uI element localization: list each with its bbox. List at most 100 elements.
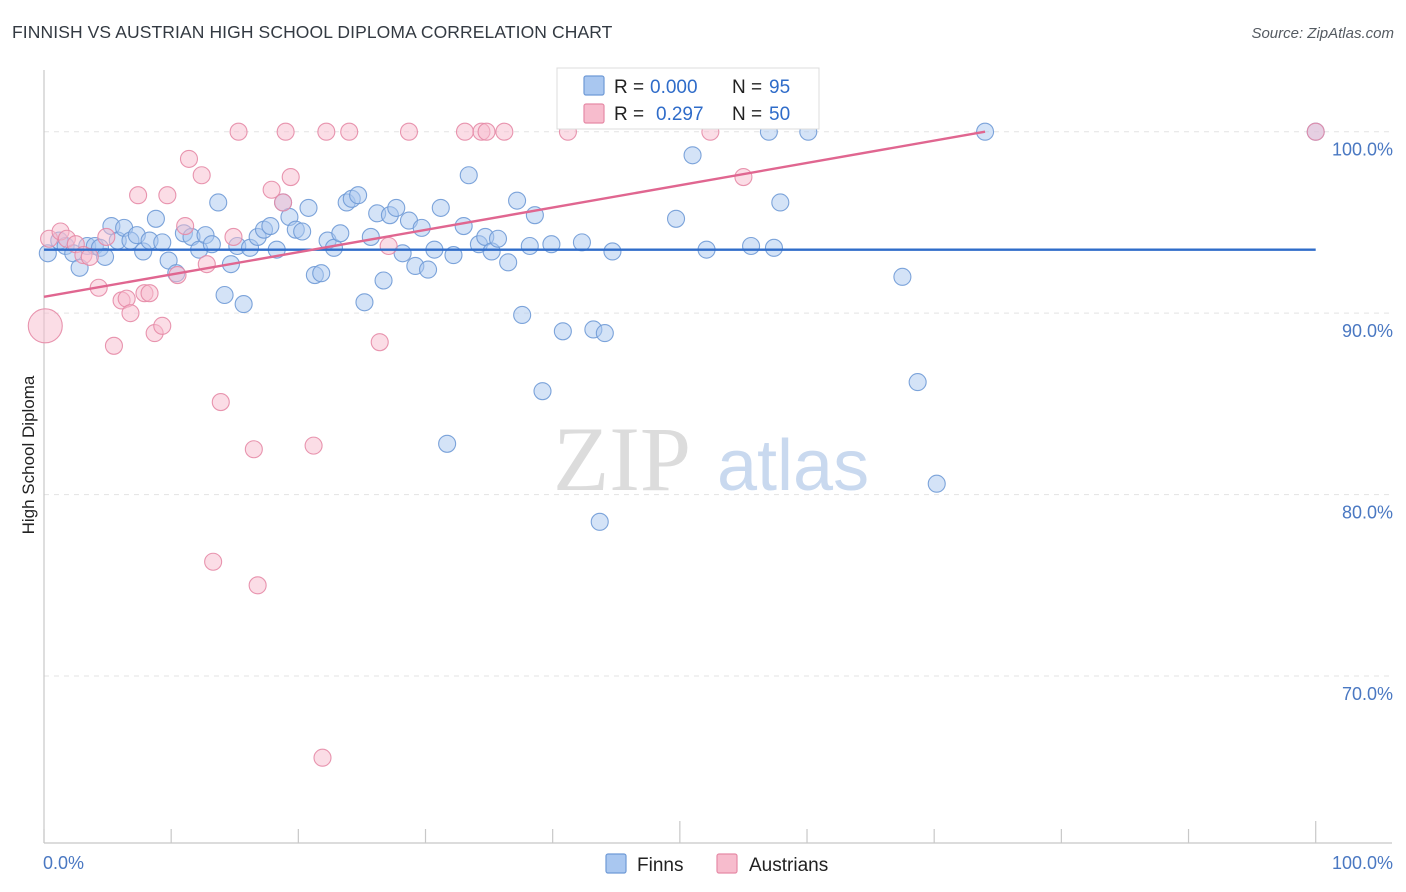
finns-series-swatch [605,853,627,874]
finns-point [603,242,622,261]
austrians-point [27,308,63,344]
austrians-series-label: Austrians [749,855,828,876]
austrians-point [313,748,332,767]
y-tick-label: 90.0% [1342,321,1393,341]
watermark-atlas: atlas [717,426,869,506]
finns-point [533,382,552,401]
y-tick-labels: 100.0% 90.0% 80.0% 70.0% [1332,140,1393,704]
austrians-r-value: 0.297 [656,104,704,125]
x-ticks [43,821,1317,843]
chart-source: Source: ZipAtlas.com [1251,25,1394,42]
finns-point [666,209,686,228]
austrians-point [276,122,295,141]
austrians-point [104,336,123,355]
finns-point [520,236,539,256]
austrians-point [340,122,359,141]
x-tick-label-min: 0.0% [43,853,84,873]
finns-series-label: Finns [637,855,683,876]
finns-point [293,222,312,241]
finns-point [572,233,591,252]
finns-point [431,198,450,217]
y-tick-label: 70.0% [1342,684,1393,704]
austrians-point [248,576,267,595]
y-axis-title: High School Diploma [19,375,38,534]
austrians-point [495,122,514,141]
finns-point [742,236,761,256]
finns-point [299,198,318,217]
austrians-legend-swatch [583,103,605,124]
finns-point [95,247,115,266]
austrians-point [80,247,99,266]
finns-r-label: R = [614,77,644,98]
finns-n-value: 95 [769,77,790,98]
finns-point [209,193,228,212]
austrians-point [97,227,116,246]
finns-point [508,191,527,210]
finns-point [893,267,912,286]
austrians-point [274,193,293,212]
austrians-point [734,168,753,187]
finns-point [419,260,438,279]
finns-point [438,434,457,453]
trend-lines [43,130,1316,299]
finns-point [454,217,473,236]
finns-point [412,218,431,237]
finns-point [234,295,253,314]
finns-point [595,324,614,343]
chart-title: FINNISH VS AUSTRIAN HIGH SCHOOL DIPLOMA … [12,22,613,42]
finns-point [349,186,368,205]
austrians-r-label: R = [614,104,644,125]
axes [43,70,1392,844]
finns-point [927,474,946,493]
finns-point [499,253,518,272]
austrians-point [370,333,389,352]
finns-point [355,293,374,312]
austrians-point [176,217,195,236]
austrians-point [477,122,496,141]
austrians-point [379,236,398,256]
watermark-zip: ZIP [553,408,691,510]
finns-point [261,217,280,236]
austrians-point [244,440,263,459]
finns-point [590,512,609,531]
finns-point [459,166,478,185]
austrians-trend-line [43,130,986,299]
austrians-point [1306,122,1325,141]
austrians-point [204,552,223,571]
austrians-point [224,227,243,246]
austrians-point [281,168,300,187]
austrians-point [317,122,336,141]
austrians-point [121,304,140,323]
finns-point [387,198,406,217]
finns-point [683,146,702,165]
austrians-point [129,186,148,205]
finns-legend-swatch [583,75,605,96]
finns-point [764,238,784,257]
austrians-point [153,316,172,335]
finns-point [374,271,393,290]
austrians-point [304,436,323,455]
watermark: ZIP atlas [553,408,869,510]
austrians-point [158,186,177,205]
finns-point [553,322,572,341]
finns-point [908,373,927,392]
finns-point [331,224,350,243]
finns-point [153,233,172,252]
austrians-series-swatch [716,853,738,874]
finns-n-label: N = [732,77,762,98]
grid-lines [44,131,1392,677]
finns-point [146,209,165,228]
austrians-point [211,393,230,412]
austrians-point [179,149,199,168]
x-tick-label-max: 100.0% [1332,853,1393,873]
finns-point [513,305,532,325]
finns-point [361,227,380,246]
austrians-point [399,122,419,141]
finns-r-value: 0.000 [650,77,698,98]
stats-legend: R = 0.000 N = 95 R = 0.297 N = 50 [556,67,820,130]
finns-point [771,193,790,212]
austrians-n-label: N = [732,104,762,125]
austrians-point [229,122,248,141]
austrians-point [192,166,211,185]
